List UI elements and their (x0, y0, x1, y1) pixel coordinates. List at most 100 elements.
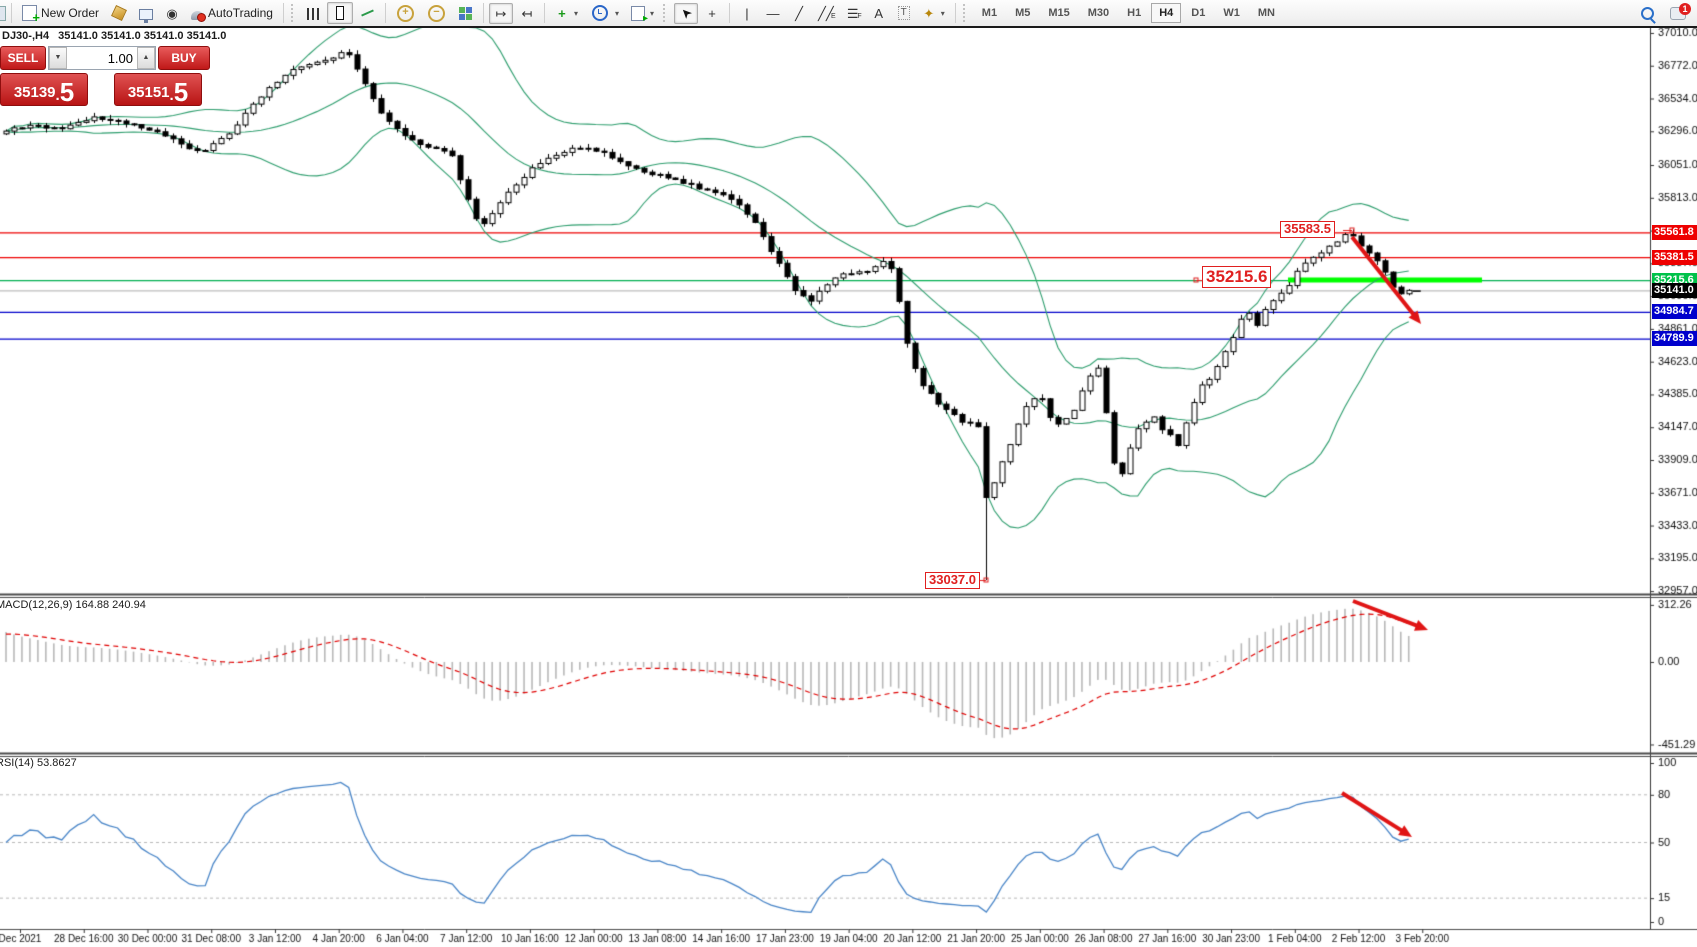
tf-m1[interactable]: M1 (981, 7, 998, 19)
separator (543, 3, 545, 23)
level-label-35561: 35561.8 (1652, 224, 1697, 240)
equidistant-channel-icon: ╱╱ E (818, 5, 836, 21)
channel-tool[interactable]: ╱╱ E (813, 3, 839, 24)
crosshair-tool[interactable]: + (700, 3, 724, 24)
bar-chart-icon (306, 8, 320, 20)
buy-price-quote[interactable]: 35151. 5 (114, 73, 202, 106)
candlestick-chart-button[interactable] (326, 2, 353, 24)
auto-scroll-icon: ↦ (495, 5, 507, 21)
grip (290, 4, 298, 22)
autotrading-button[interactable]: AutoTrading (186, 3, 278, 23)
vertical-line-tool[interactable]: | (735, 3, 759, 24)
separator (384, 3, 386, 23)
separator (282, 3, 284, 23)
sell-price-int: 35139 (13, 84, 56, 101)
tile-windows-button[interactable] (453, 3, 478, 24)
caret-icon: ▾ (614, 8, 619, 18)
arrows-tool[interactable]: ✦ ▾ (917, 3, 950, 24)
auto-scroll-button[interactable]: ↦ (488, 2, 513, 24)
zoom-out-button[interactable]: − (422, 2, 451, 25)
horizontal-line-icon: — (766, 5, 780, 21)
tf-w1[interactable]: W1 (1223, 7, 1240, 19)
rsi-label: RSI(14) 53.8627 (0, 757, 77, 769)
buy-button[interactable]: BUY (158, 46, 210, 70)
buy-price-pip: 5 (173, 77, 189, 107)
template-icon (630, 5, 648, 24)
candlestick-icon (335, 4, 344, 22)
level-label-34789: 34789.9 (1652, 331, 1697, 347)
horizontal-line-tool[interactable]: — (761, 3, 785, 24)
tf-h4[interactable]: H4 (1151, 3, 1182, 23)
new-order-label: New Order (41, 6, 100, 20)
buy-price-dot: . (169, 87, 174, 104)
new-order-button[interactable]: New Order (17, 2, 104, 25)
annotation-35583[interactable]: 35583.5 (1280, 221, 1335, 238)
sell-price-pip: 5 (59, 77, 75, 107)
line-chart-button[interactable] (355, 2, 380, 24)
separator (729, 3, 730, 23)
templates-button[interactable]: ▾ (626, 3, 659, 24)
new-order-icon (22, 5, 40, 25)
toolbar: New Order ◉ AutoTrading + − ↦ ↤ +▾ ▾ (0, 0, 1697, 28)
search-icon (1641, 7, 1654, 20)
indicators-icon: + (558, 5, 566, 21)
macd-label: MACD(12,26,9) 164.88 240.94 (0, 599, 146, 611)
text-label-icon: T (897, 6, 910, 20)
sell-price-quote[interactable]: 35139. 5 (0, 73, 88, 106)
zoom-in-icon: + (396, 4, 414, 22)
notification-badge: 1 (1679, 3, 1691, 15)
grip (663, 4, 670, 22)
tf-m30[interactable]: M30 (1087, 7, 1110, 19)
volume-increase-button[interactable]: ▲ (137, 47, 155, 69)
chat-bubble-icon: 1 (1670, 3, 1691, 20)
text-tool[interactable]: A (867, 3, 891, 24)
annotation-35215[interactable]: 35215.6 (1202, 266, 1272, 288)
grip (962, 4, 970, 22)
volume-input[interactable] (67, 47, 137, 69)
broadcast-icon: ◉ (166, 5, 178, 21)
caret-icon: ▾ (649, 8, 654, 18)
zoom-in-button[interactable]: + (391, 2, 420, 25)
paint-icon (111, 5, 127, 21)
cursor-icon: ➤ (676, 3, 696, 23)
ohlc-values: 35141.0 35141.0 35141.0 35141.0 (58, 30, 227, 42)
bar-chart-button[interactable] (302, 3, 325, 23)
autotrading-icon (191, 10, 207, 22)
tf-mn[interactable]: MN (1257, 7, 1275, 19)
fibonacci-icon: ☰ F (846, 5, 862, 21)
symbol-period: DJ30-,H4 (2, 30, 50, 42)
current-price-label: 35141.0 (1652, 282, 1697, 298)
trendline-tool[interactable]: ╱ (787, 3, 811, 24)
sell-button[interactable]: SELL (0, 46, 46, 70)
notifications-button[interactable]: 1 (1665, 3, 1691, 23)
separator (954, 3, 956, 23)
tf-m5[interactable]: M5 (1015, 7, 1031, 19)
fibonacci-tool[interactable]: ☰ F (841, 3, 865, 24)
annotation-33037[interactable]: 33037.0 (925, 572, 980, 589)
tf-m15[interactable]: M15 (1048, 7, 1070, 19)
search-button[interactable] (1636, 3, 1663, 23)
crosshair-icon: + (708, 5, 716, 21)
periods-button[interactable]: ▾ (585, 1, 624, 25)
separator (482, 3, 484, 23)
styles-button[interactable] (106, 2, 132, 24)
indicators-button[interactable]: + ▾ (550, 3, 583, 24)
clock-icon (591, 5, 608, 21)
sell-price-dot: . (55, 87, 60, 104)
tile-windows-icon (458, 6, 472, 20)
tf-h1[interactable]: H1 (1127, 7, 1142, 19)
volume-decrease-button[interactable]: ▼ (49, 47, 67, 69)
market-watch-button[interactable] (134, 4, 158, 23)
caret-icon: ▾ (573, 8, 578, 18)
chart-shift-button[interactable]: ↤ (515, 3, 539, 24)
level-label-35381: 35381.5 (1652, 249, 1697, 265)
cursor-tool[interactable]: ➤ (674, 2, 698, 24)
separator (11, 3, 12, 23)
chart-shift-icon: ↤ (521, 5, 533, 21)
tf-d1[interactable]: D1 (1191, 7, 1206, 19)
signals-button[interactable]: ◉ (160, 3, 184, 24)
text-label-tool[interactable]: T (893, 3, 915, 23)
vertical-line-icon: | (745, 5, 749, 21)
